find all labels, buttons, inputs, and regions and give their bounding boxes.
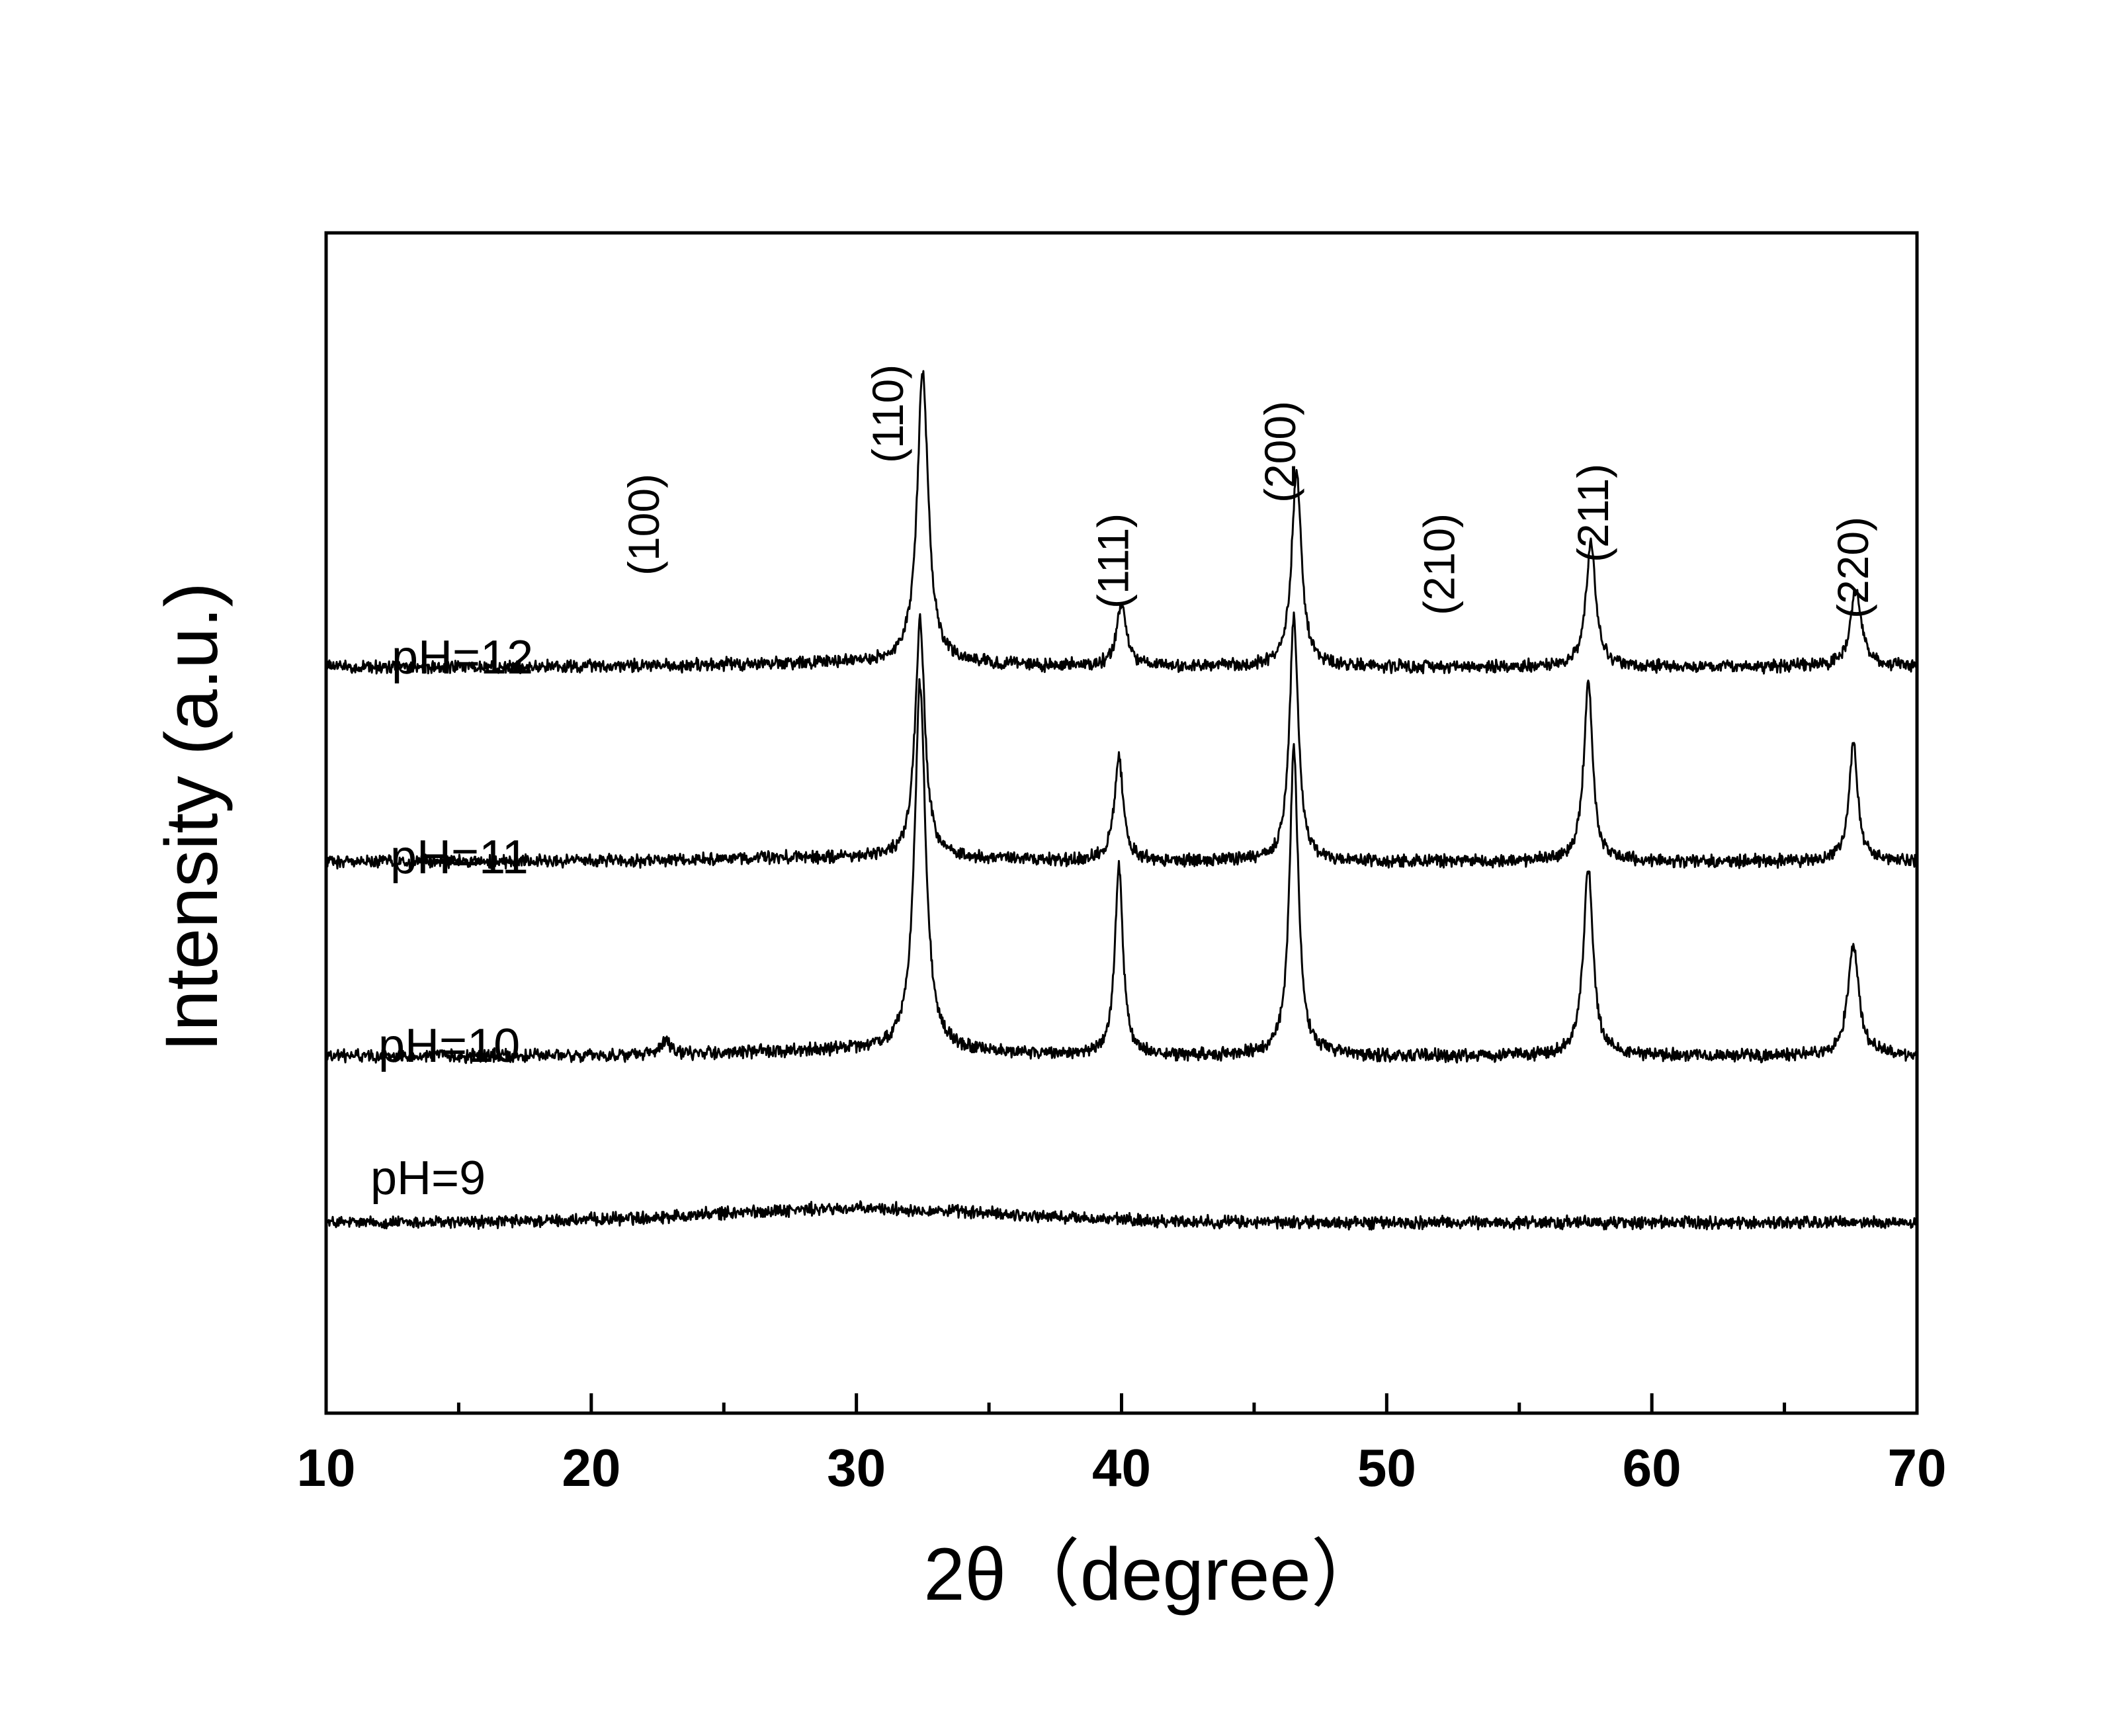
peak-annotation: (210) [1415,513,1464,615]
trace-ph-10 [325,678,1918,1064]
peak-annotation: (200) [1256,401,1304,503]
series-label: pH=10 [378,1020,520,1072]
x-tick-label: 70 [1888,1438,1947,1497]
series-label: pH=9 [370,1152,486,1205]
series-label: pH=11 [390,831,529,884]
x-axis-ticks: 10 20 30 40 50 60 70 [297,1393,1947,1497]
series-label: pH=12 [392,631,533,684]
x-tick-label: 60 [1623,1438,1681,1497]
trace-ph-11 [325,611,1918,870]
peak-annotation: (100) [619,474,668,576]
peak-annotation: (111) [1089,513,1138,609]
peak-labels: (100) (110) (111) (200) (210) (211) (220) [619,365,1877,619]
peak-annotation: (211) [1568,464,1617,562]
x-tick-label: 20 [562,1438,620,1497]
x-axis-title: 2θ（degree） [923,1533,1384,1616]
series-labels: pH=9 pH=10 pH=11 pH=12 [370,631,533,1205]
x-tick-label: 40 [1092,1438,1151,1497]
x-tick-label: 50 [1357,1438,1416,1497]
plot-frame [324,231,1919,1415]
trace-ph-9 [325,1200,1918,1231]
y-axis-title: Intensity (a.u.) [150,582,233,1052]
x-tick-label: 30 [827,1438,886,1497]
peak-annotation: (220) [1828,517,1877,619]
x-tick-label: 10 [297,1438,356,1497]
traces [325,370,1918,1231]
peak-annotation: (110) [863,365,912,463]
trace-ph-12 [325,370,1918,675]
